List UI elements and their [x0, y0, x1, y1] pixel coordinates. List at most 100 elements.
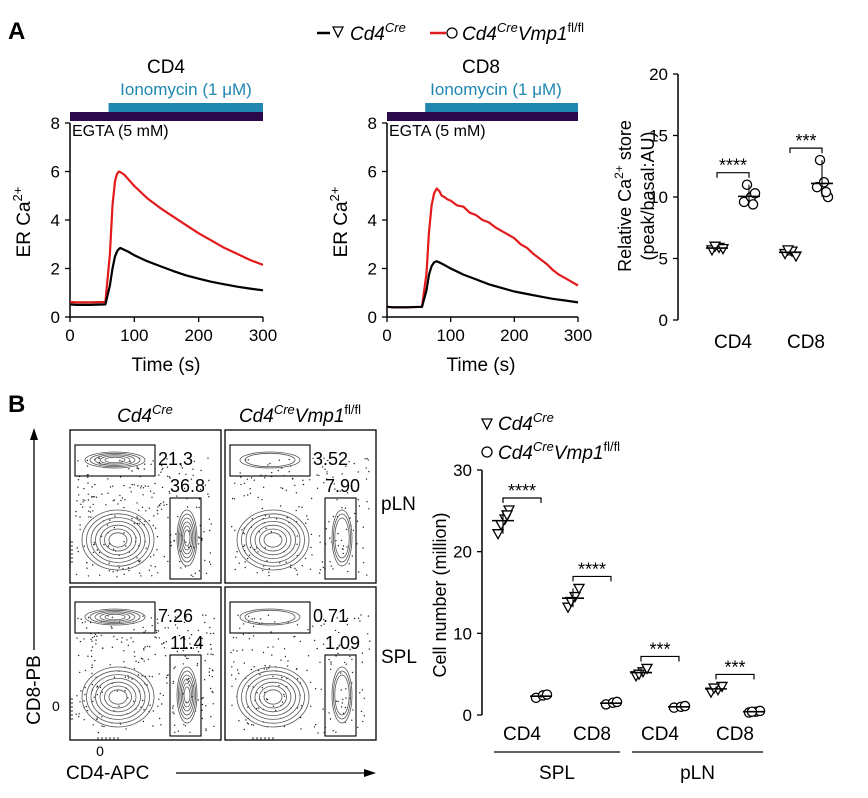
flow-r1c0-event-dot — [159, 692, 161, 695]
flow-r1c0-event-dot — [184, 655, 186, 657]
flow-r0c1-cd8-contour — [239, 451, 301, 469]
flow-r0c0-event-dot — [139, 487, 142, 489]
flow-r0c1-event-dot — [249, 492, 252, 494]
flow-r0c1-event-dot — [307, 518, 309, 520]
flow-r0c0-event-dot — [128, 468, 130, 470]
flow-r0c0-event-dot — [192, 474, 194, 476]
flow-r0c1-event-dot — [306, 515, 308, 517]
x-tick-label-cd4: 200 — [184, 326, 212, 345]
flow-r0c0-event-dot — [137, 485, 139, 487]
flow-r0c1-event-dot — [290, 566, 292, 569]
flow-r1c0-event-dot — [86, 709, 89, 712]
flow-r1c1-event-dot — [263, 668, 265, 670]
flow-r1c0-event-dot — [164, 655, 167, 657]
flow-r1c0-dn-contour — [99, 681, 137, 713]
flow-r1c0-event-dot — [111, 646, 114, 648]
flow-r1c1-event-dot — [248, 638, 250, 640]
flow-r1c0-event-dot — [184, 638, 186, 640]
flow-r1c1-event-dot — [337, 652, 339, 655]
cell-legend-ko-sup2: fl/fl — [603, 439, 620, 454]
panel-label-a: A — [8, 18, 25, 45]
flow-r1c1-event-dot — [342, 698, 344, 701]
flow-r1c0-event-dot — [97, 731, 100, 734]
flow-r1c0-event-dot — [123, 650, 125, 652]
flow-r0c0-event-dot — [156, 536, 159, 538]
flow-r1c0-event-dot — [155, 629, 158, 632]
flow-r0c0-event-dot — [77, 479, 80, 481]
flow-r1c0-event-dot — [199, 642, 201, 645]
flow-r1c0-event-dot — [167, 614, 170, 617]
flow-r1c1-event-dot — [362, 720, 364, 723]
flow-r0c0-event-dot — [90, 516, 92, 518]
flow-r0c1-event-dot — [336, 499, 338, 501]
flow-r1c0-event-dot — [151, 624, 153, 627]
flow-r1c0-event-dot — [78, 716, 80, 718]
flow-r1c0-cd8-contour — [104, 613, 126, 621]
flow-r0c1-event-dot — [365, 467, 367, 469]
flow-r1c0-event-dot — [174, 724, 176, 726]
flow-r1c1-dn-contour — [250, 678, 296, 717]
flow-r1c1-event-dot — [346, 617, 349, 620]
flow-r0c0-event-dot — [98, 552, 101, 554]
flow-r0c1-event-dot — [356, 520, 359, 522]
flow-r0c1-event-dot — [323, 482, 325, 484]
flow-r1c1-event-dot — [307, 655, 310, 657]
flow-r1c0-event-dot — [80, 690, 82, 692]
y-tick-label-cd8: 8 — [368, 114, 377, 133]
flow-r1c1-event-dot — [322, 643, 325, 645]
flow-r0c0-event-dot — [153, 492, 155, 494]
flow-r1c1-cd8-contour — [244, 609, 296, 625]
flow-r0c0-event-dot — [86, 567, 88, 569]
flow-r1c1-event-dot — [300, 716, 302, 719]
flow-r1c0-event-dot — [198, 643, 201, 646]
flow-r0c1-event-dot — [296, 535, 298, 537]
flow-r0c1-event-dot — [342, 545, 345, 547]
flow-r0c1-event-dot — [246, 478, 248, 480]
flow-r0c1-event-dot — [318, 535, 321, 537]
flow-r1c1-event-dot — [314, 723, 317, 726]
flow-r0c0-event-dot — [108, 570, 111, 572]
flow-r1c1-cd8-percent: 0.71 — [313, 606, 348, 626]
flow-r0c0-event-dot — [109, 486, 112, 488]
flow-r0c1-event-dot — [325, 528, 328, 530]
flow-r0c0-event-dot — [93, 496, 95, 498]
flow-r0c1-event-dot — [329, 561, 331, 563]
flow-r0c1-event-dot — [354, 512, 356, 515]
flow-r1c0-event-dot — [185, 657, 188, 659]
flow-r0c1-event-dot — [267, 464, 269, 466]
y-tick-label-sc1: 20 — [453, 543, 472, 562]
y-tick-label-cd4: 4 — [51, 211, 60, 230]
flow-r1c0-event-dot — [187, 681, 190, 683]
flow-r1c0-event-dot — [137, 661, 140, 664]
flow-r0c0-event-dot — [204, 559, 206, 562]
flow-r1c1-event-dot — [309, 681, 312, 684]
flow-r1c0-event-dot — [78, 654, 80, 657]
flow-r0c1-event-dot — [277, 469, 279, 472]
flow-r1c0-event-dot — [124, 676, 127, 678]
flow-r1c1-event-dot — [361, 661, 363, 663]
flow-r1c1-event-dot — [286, 678, 288, 680]
flow-r0c0-event-dot — [119, 476, 122, 478]
flow-r0c0-event-dot — [166, 458, 168, 460]
flow-r0c1-event-dot — [326, 471, 328, 473]
flow-r0c1-frame — [224, 429, 377, 584]
flow-r0c1-event-dot — [295, 509, 297, 512]
flow-r1c0-event-dot — [209, 643, 212, 646]
flow-r1c0-event-dot — [212, 670, 214, 672]
flow-r1c0-event-dot — [113, 635, 115, 638]
flow-r0c0-event-dot — [153, 554, 155, 556]
flow-r1c1-event-dot — [306, 669, 308, 672]
flow-r1c0-event-dot — [131, 678, 133, 680]
flow-r0c1-event-dot — [251, 518, 253, 520]
flow-r0c1-event-dot — [318, 474, 320, 477]
flow-r1c0-event-dot — [156, 618, 159, 620]
flow-r0c0-event-dot — [127, 567, 130, 569]
flow-r0c0-event-dot — [183, 487, 186, 490]
flow-r1c0-event-dot — [185, 616, 187, 618]
flow-r1c0-event-dot — [165, 677, 168, 679]
flow-r0c0-event-dot — [84, 499, 86, 501]
flow-r1c0-event-dot — [190, 634, 193, 636]
flow-r1c0-event-dot — [134, 655, 136, 658]
flow-r1c1-event-dot — [351, 671, 354, 674]
